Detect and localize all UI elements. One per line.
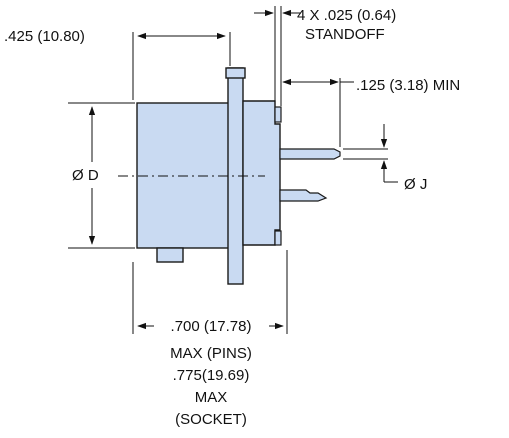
dimension-diameter-j: Ø J bbox=[343, 124, 427, 193]
standoff-bottom bbox=[274, 230, 282, 246]
pin-length-label: .125 (3.18) MIN bbox=[356, 77, 460, 94]
connector-part bbox=[136, 67, 341, 285]
pin-lower bbox=[279, 189, 328, 202]
dimension-pin-length: .125 (3.18) MIN bbox=[282, 77, 460, 147]
overall-length-socket-note-socket: (SOCKET) bbox=[175, 411, 247, 428]
overall-length-pins-label: .700 (17.78) bbox=[171, 318, 252, 335]
dimension-overall-length: .700 (17.78) MAX (PINS) .775(19.69) MAX … bbox=[132, 250, 288, 428]
connector-body bbox=[136, 102, 231, 249]
overall-length-socket-label: .775(19.69) bbox=[173, 367, 250, 384]
dimension-diameter-d: Ø D bbox=[68, 102, 135, 249]
diameter-d-label: Ø D bbox=[72, 167, 99, 184]
flange-cap bbox=[225, 67, 246, 79]
pin-upper bbox=[279, 148, 341, 160]
standoff-top bbox=[274, 106, 282, 123]
diameter-j-label: Ø J bbox=[404, 176, 427, 193]
overall-length-pins-note: MAX (PINS) bbox=[170, 345, 252, 362]
standoff-label: STANDOFF bbox=[305, 26, 385, 43]
dimension-flange-depth: .425 (10.80) bbox=[4, 28, 231, 100]
standoff-size-label: 4 X .025 (0.64) bbox=[297, 7, 396, 24]
flange-depth-label: .425 (10.80) bbox=[4, 28, 85, 45]
overall-length-socket-note-max: MAX bbox=[195, 389, 228, 406]
key-tab bbox=[156, 247, 184, 263]
dimension-standoff: 4 X .025 (0.64) STANDOFF bbox=[254, 6, 396, 106]
